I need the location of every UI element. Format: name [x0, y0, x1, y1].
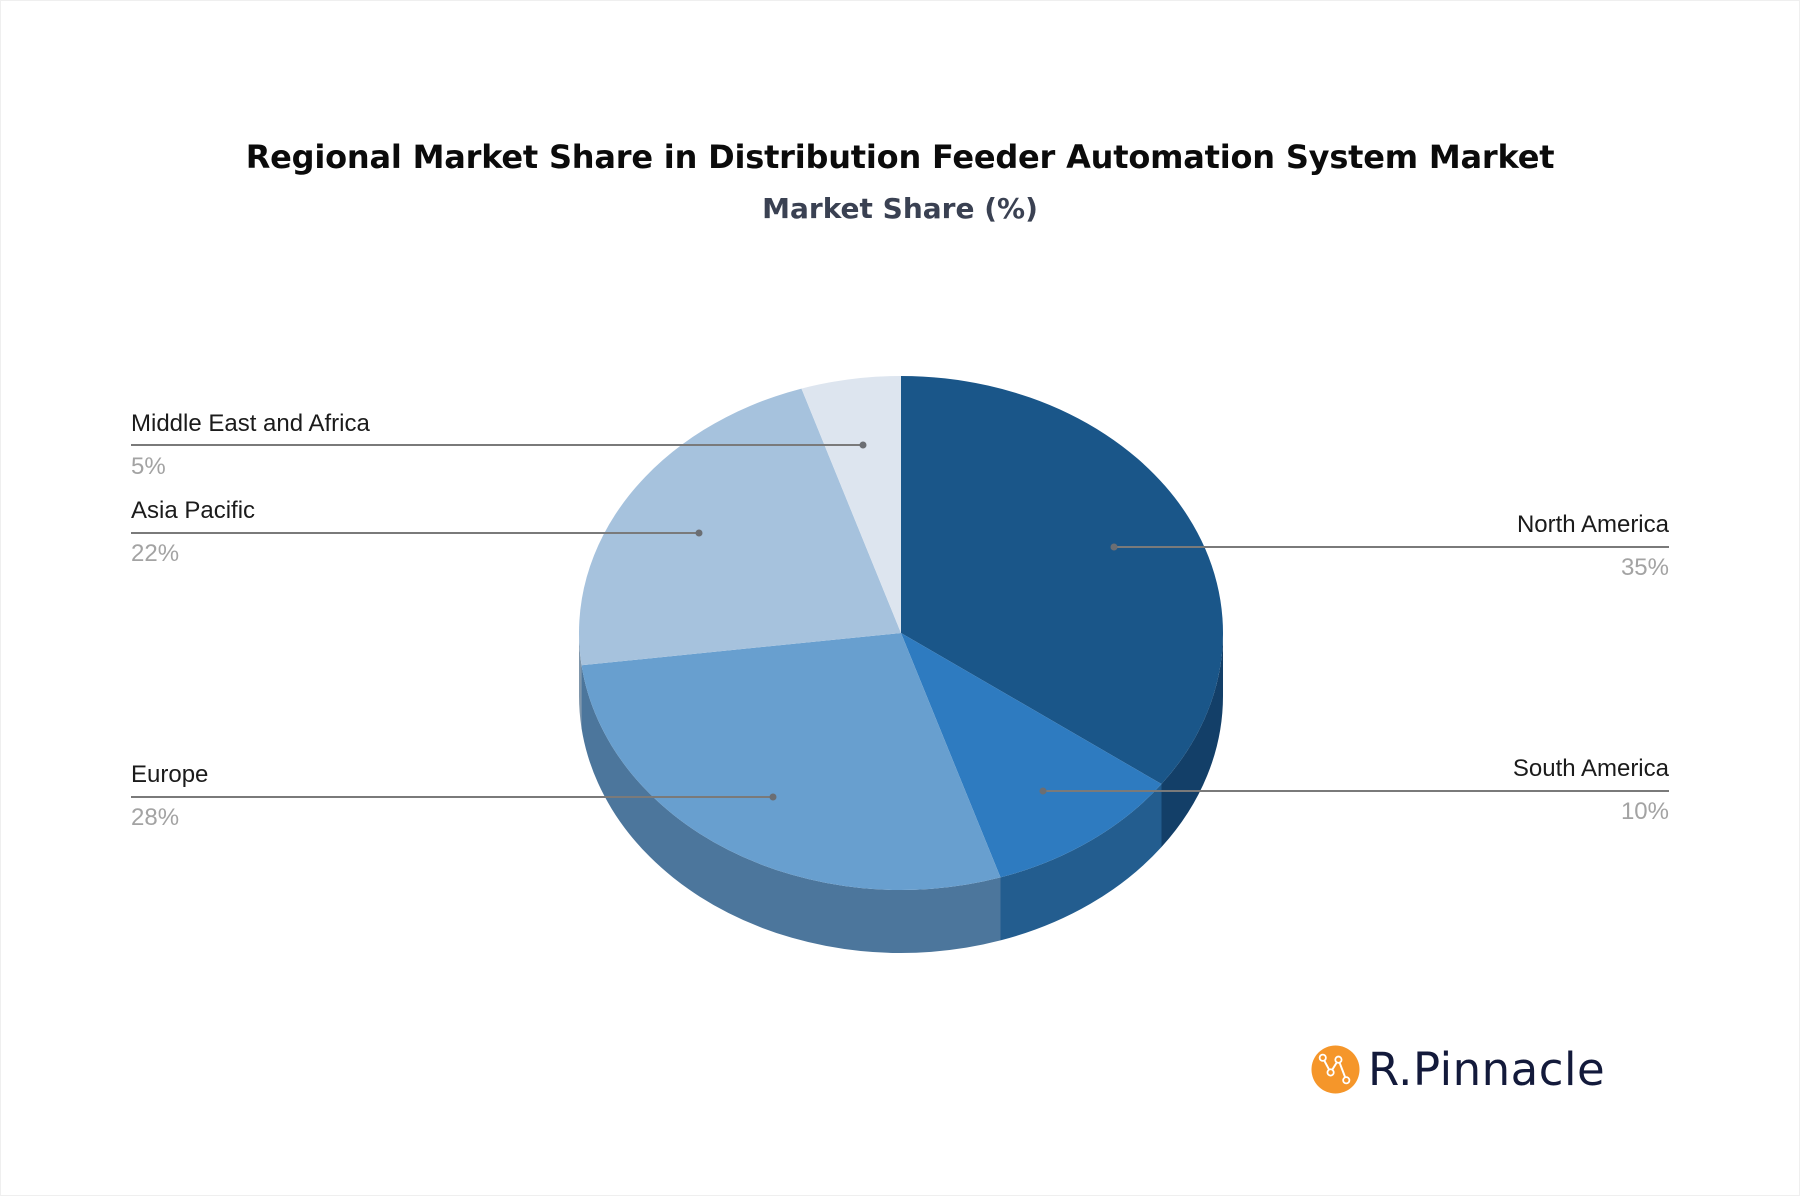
brand-logo: R.Pinnacle: [1311, 1044, 1605, 1094]
label-middle-east-africa: Middle East and Africa: [131, 410, 370, 437]
slice-side: [1000, 784, 1162, 941]
brand-name: R.Pinnacle: [1368, 1042, 1606, 1096]
slice-side: [581, 665, 1001, 953]
chart-subtitle: Market Share (%): [762, 192, 1038, 225]
leader-dot: [769, 793, 777, 801]
slice-middle-east-and-africa: [801, 376, 901, 633]
chart-nodes-icon: [1311, 1044, 1360, 1094]
chart-title: Regional Market Share in Distribution Fe…: [245, 138, 1555, 176]
value-south-america: 10%: [1620, 798, 1669, 825]
slice-south-america: [901, 633, 1162, 878]
leader-dot: [1039, 787, 1047, 795]
label-north-america: North America: [1516, 511, 1669, 538]
leader-lines: [131, 441, 1669, 801]
slice-side: [1161, 633, 1223, 848]
value-europe: 28%: [131, 804, 180, 831]
label-asia-pacific: Asia Pacific: [131, 497, 256, 524]
leader-dot: [1110, 543, 1118, 551]
slice-asia-pacific: [579, 388, 901, 666]
value-asia-pacific: 22%: [131, 540, 180, 567]
label-south-america: South America: [1512, 755, 1669, 782]
pie-sides: [579, 633, 1223, 953]
label-europe: Europe: [131, 761, 209, 788]
leader-dot: [859, 441, 867, 449]
leader-dot: [695, 529, 703, 537]
pie-top: [579, 376, 1223, 890]
slice-europe: [581, 633, 1001, 890]
slice-side: [579, 633, 582, 729]
slice-north-america: [901, 376, 1223, 785]
value-middle-east-africa: 5%: [131, 453, 166, 480]
value-north-america: 35%: [1620, 554, 1669, 581]
